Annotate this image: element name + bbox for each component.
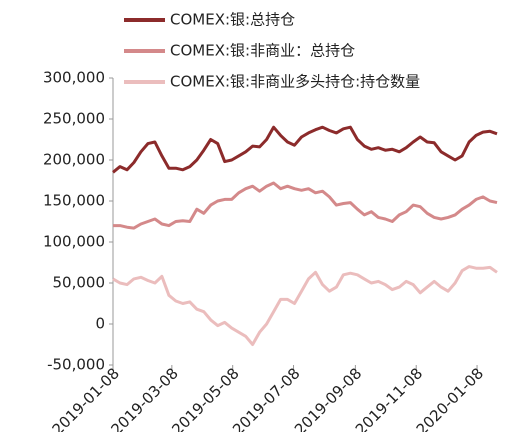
y-tick-label: 150,000: [43, 192, 105, 210]
x-tick-label: 2019-11-08: [352, 364, 426, 432]
series-line: [113, 181, 498, 230]
series-line: [112, 265, 498, 346]
legend-label: COMEX:银:非商业：总持仓: [170, 42, 355, 60]
legend-label: COMEX:银:非商业多头持仓:持仓数量: [170, 73, 420, 91]
x-tick-label: 2019-05-08: [168, 364, 242, 432]
y-tick-label: 0: [95, 315, 105, 333]
y-tick-label: 200,000: [43, 151, 105, 169]
x-tick-label: 2020-01-08: [413, 364, 487, 432]
y-tick-label: 100,000: [43, 233, 105, 251]
x-tick-label: 2019-09-08: [291, 364, 365, 432]
y-tick-label: 50,000: [53, 274, 106, 292]
series-line: [112, 125, 498, 174]
y-tick-label: 250,000: [43, 110, 105, 128]
legend-label: COMEX:银:总持仓: [170, 11, 295, 29]
x-tick-label: 2019-07-08: [229, 364, 303, 432]
y-tick-label: 300,000: [43, 69, 105, 87]
y-tick-label: -50,000: [47, 356, 105, 374]
